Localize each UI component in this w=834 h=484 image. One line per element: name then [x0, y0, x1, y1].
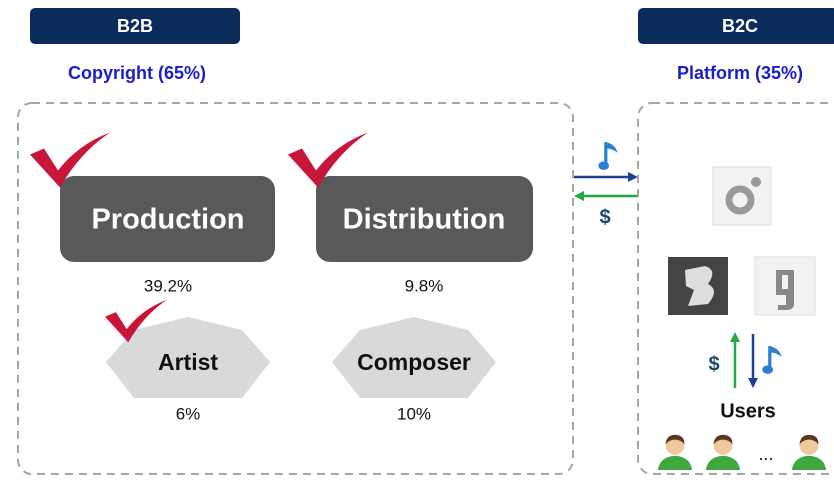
group-box — [17, 102, 574, 475]
box — [316, 176, 533, 262]
money: $ — [708, 353, 719, 375]
box-label: Production — [91, 204, 244, 236]
share: 39.2% — [144, 276, 192, 295]
arrowhead — [574, 191, 584, 201]
arrowhead — [628, 172, 638, 182]
users-label: Users — [720, 400, 776, 422]
share: 6% — [176, 404, 201, 423]
note-icon — [598, 140, 620, 172]
money: $ — [599, 206, 610, 228]
note-icon — [762, 344, 784, 376]
group-label: Artist — [158, 349, 218, 375]
icon-shape — [685, 266, 714, 306]
share: 9.8% — [405, 276, 444, 295]
share: 10% — [397, 404, 431, 423]
group-label: Composer — [357, 349, 471, 375]
subtitle: Platform (35%) — [677, 63, 803, 83]
banner-text: B2C — [722, 16, 758, 36]
arrowhead — [748, 378, 758, 388]
icon-shape — [751, 177, 761, 187]
box-label: Distribution — [343, 204, 506, 236]
icon-shape — [725, 185, 755, 215]
banner — [638, 8, 834, 44]
arrowhead — [730, 332, 740, 342]
heptagon — [332, 317, 496, 398]
heptagon — [106, 317, 270, 398]
user-icon — [657, 434, 693, 470]
box — [60, 176, 275, 262]
ellipsis: ... — [758, 444, 773, 464]
banner-text: B2B — [117, 16, 153, 36]
app-icon — [712, 166, 772, 226]
subtitle: Copyright (65%) — [68, 63, 206, 83]
user-icon — [791, 434, 827, 470]
icon-shape — [776, 270, 794, 310]
banner — [30, 8, 240, 44]
user-icon — [705, 434, 741, 470]
group-box — [637, 102, 834, 475]
